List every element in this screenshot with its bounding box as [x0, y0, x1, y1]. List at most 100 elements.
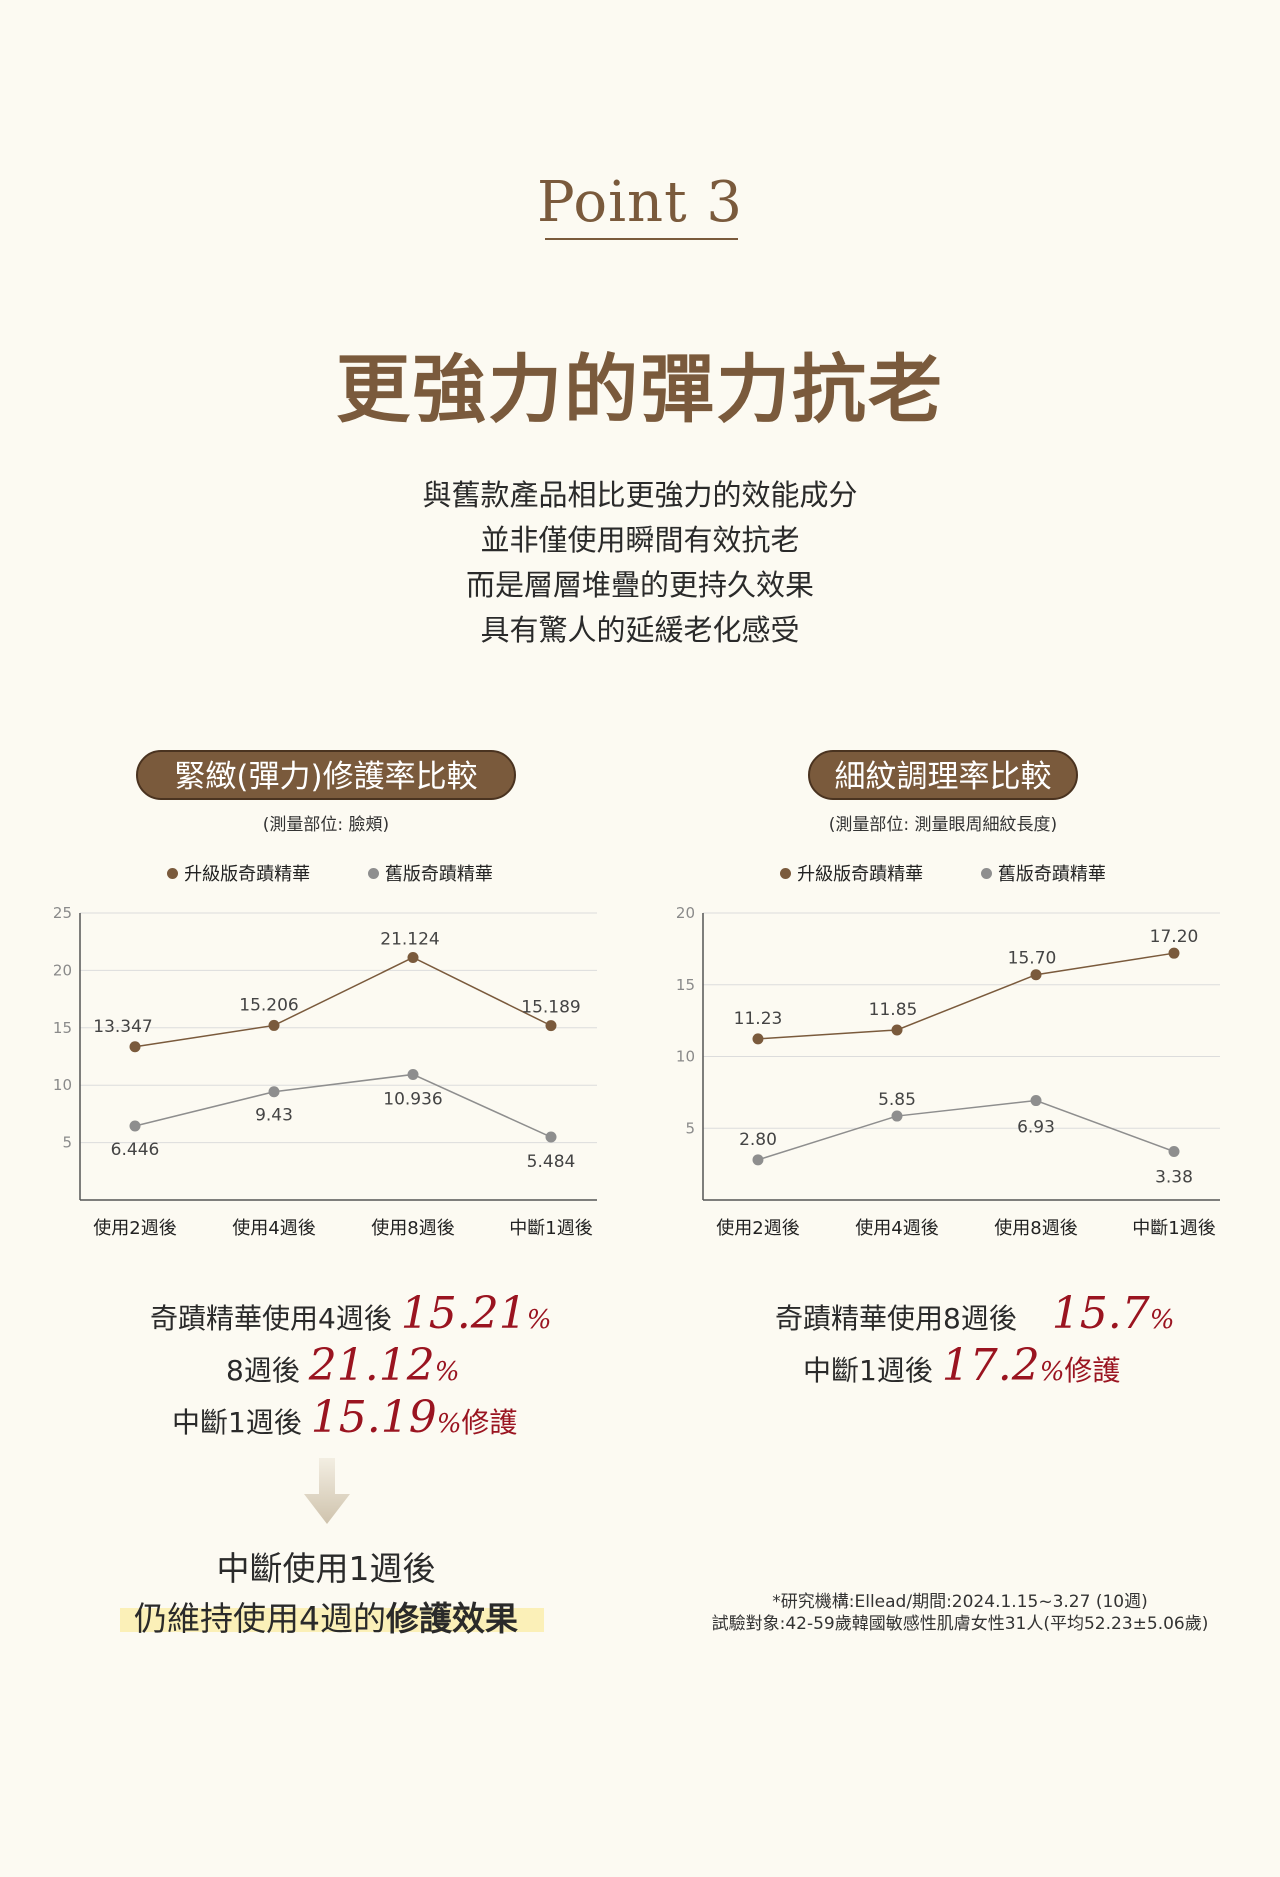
firmness-stat-line-1: 奇蹟精華使用4週後 15.21%: [150, 1288, 551, 1339]
data-label: 11.85: [869, 1000, 918, 1020]
wrinkle-stat-line-1: 奇蹟精華使用8週後 15.7%: [775, 1288, 1174, 1339]
point-title: Point 3: [536, 170, 744, 235]
y-tick-label: 15: [676, 976, 695, 994]
data-label: 21.124: [380, 929, 439, 949]
stat-suffix: 修護: [461, 1406, 518, 1439]
y-tick-label: 5: [62, 1134, 72, 1152]
description-line-4: 具有驚人的延緩老化感受: [480, 613, 800, 647]
stat-number: 21.12: [308, 1340, 435, 1391]
point-underline: [545, 238, 738, 240]
data-label: 2.80: [739, 1130, 777, 1150]
data-point: [268, 1019, 280, 1031]
conclusion-text: 仍維持使用4週的: [134, 1599, 386, 1638]
conclusion-bold-text: 修護效果: [386, 1599, 518, 1638]
x-tick-label: 使用2週後: [716, 1218, 799, 1239]
data-label: 13.347: [93, 1017, 152, 1037]
series-line: [757, 1099, 1175, 1161]
firmness-measure-note: (測量部位: 臉頰): [262, 815, 390, 835]
legend-label: 升級版奇蹟精華: [797, 864, 924, 885]
data-label: 9.43: [255, 1106, 293, 1126]
x-tick-label: 使用4週後: [232, 1218, 315, 1239]
y-tick-label: 20: [676, 904, 695, 922]
footnote-line-1: *研究機構:Ellead/期間:2024.1.15~3.27 (10週): [772, 1592, 1148, 1612]
data-label: 10.936: [383, 1089, 442, 1109]
legend-dot-icon: [367, 867, 379, 879]
wrinkle-stat-line-2: 中斷1週後 17.2%修護: [803, 1340, 1120, 1391]
data-point: [752, 1033, 764, 1045]
firmness-legend: 升級版奇蹟精華 舊版奇蹟精華: [80, 860, 580, 886]
data-point: [1168, 947, 1180, 959]
data-point: [545, 1020, 557, 1032]
data-label: 5.484: [527, 1152, 576, 1172]
y-tick-label: 25: [53, 904, 72, 922]
stat-text: 中斷1週後: [172, 1406, 311, 1439]
data-point: [1168, 1145, 1180, 1157]
main-title: 更強力的彈力抗老: [336, 347, 944, 433]
stat-text: 中斷1週後: [803, 1354, 942, 1387]
stat-number: 17.2: [941, 1340, 1040, 1391]
conclusion-line-1: 中斷使用1週後: [216, 1549, 436, 1588]
y-tick-label: 5: [685, 1119, 695, 1137]
legend-old: 舊版奇蹟精華: [367, 864, 493, 885]
legend-dot-icon: [167, 867, 179, 879]
stat-percent: %: [526, 1305, 552, 1335]
y-tick-label: 10: [676, 1048, 695, 1066]
data-label: 11.23: [734, 1009, 783, 1029]
x-tick-label: 使用8週後: [994, 1218, 1077, 1239]
legend-label: 升級版奇蹟精華: [184, 864, 311, 885]
data-label: 6.446: [111, 1140, 160, 1160]
description-line-3: 而是層層堆疊的更持久效果: [465, 568, 814, 602]
legend-old: 舊版奇蹟精華: [980, 864, 1106, 885]
down-arrow-icon: [304, 1458, 350, 1524]
firmness-pill-title: 緊緻(彈力)修護率比較: [136, 750, 516, 800]
data-label: 3.38: [1155, 1167, 1193, 1187]
footnote-line-2: 試驗對象:42-59歲韓國敏感性肌膚女性31人(平均52.23±5.06歲): [711, 1614, 1209, 1634]
stat-number: 15.21: [400, 1288, 527, 1339]
series-line: [134, 956, 552, 1048]
data-point: [752, 1154, 764, 1166]
data-point: [268, 1086, 280, 1098]
data-point: [1030, 969, 1042, 981]
stat-text: 8週後: [226, 1354, 309, 1387]
firmness-stat-line-2: 8週後 21.12%: [226, 1340, 459, 1391]
stat-number: 15.7: [1051, 1288, 1150, 1339]
firmness-line-chart: 5 10 15 20 25 使用2週後 使用4週後 使用8週後 中斷1週後 13.347 15.20…: [53, 904, 597, 1239]
description-line-1: 與舊款產品相比更強力的效能成分: [422, 478, 858, 512]
conclusion-highlight: [120, 1608, 544, 1632]
data-point: [407, 1068, 419, 1080]
conclusion-line-2: 仍維持使用4週的修護效果: [0, 1592, 652, 1640]
stat-percent: %: [436, 1409, 462, 1439]
series-line: [757, 952, 1175, 1040]
data-label: 15.206: [239, 995, 298, 1015]
legend-upgraded: 升級版奇蹟精華: [167, 864, 310, 885]
data-label: 15.189: [521, 998, 580, 1018]
x-tick-label: 中斷1週後: [509, 1218, 592, 1239]
x-tick-label: 使用4週後: [855, 1218, 938, 1239]
data-label: 15.70: [1008, 949, 1057, 969]
x-tick-label: 使用2週後: [93, 1218, 176, 1239]
stat-percent: %: [434, 1357, 460, 1387]
wrinkle-line-chart: 5 10 15 20 使用2週後 使用4週後 使用8週後 中斷1週後 11.23 11.85 15.…: [676, 904, 1220, 1239]
wrinkle-legend: 升級版奇蹟精華 舊版奇蹟精華: [693, 860, 1193, 886]
data-label: 6.93: [1017, 1118, 1055, 1138]
wrinkle-measure-note: (測量部位: 測量眼周細紋長度): [828, 815, 1058, 835]
x-tick-label: 中斷1週後: [1132, 1218, 1215, 1239]
stat-number: 15.19: [310, 1392, 437, 1443]
data-point: [891, 1024, 903, 1036]
legend-label: 舊版奇蹟精華: [384, 864, 493, 885]
description-line-2: 並非僅使用瞬間有效抗老: [480, 523, 800, 557]
stat-text: 奇蹟精華使用8週後: [775, 1302, 1026, 1335]
y-tick-label: 20: [53, 961, 72, 979]
firmness-stat-line-3: 中斷1週後 15.19%修護: [172, 1392, 517, 1443]
data-point: [129, 1041, 141, 1053]
data-point: [1030, 1095, 1042, 1107]
data-point: [891, 1110, 903, 1122]
legend-dot-icon: [780, 867, 792, 879]
data-label: 5.85: [878, 1090, 916, 1110]
stat-percent: %: [1039, 1357, 1065, 1387]
data-point: [407, 951, 419, 963]
stat-suffix: 修護: [1064, 1354, 1121, 1387]
y-tick-label: 15: [53, 1019, 72, 1037]
data-point: [545, 1131, 557, 1143]
y-tick-label: 10: [53, 1076, 72, 1094]
